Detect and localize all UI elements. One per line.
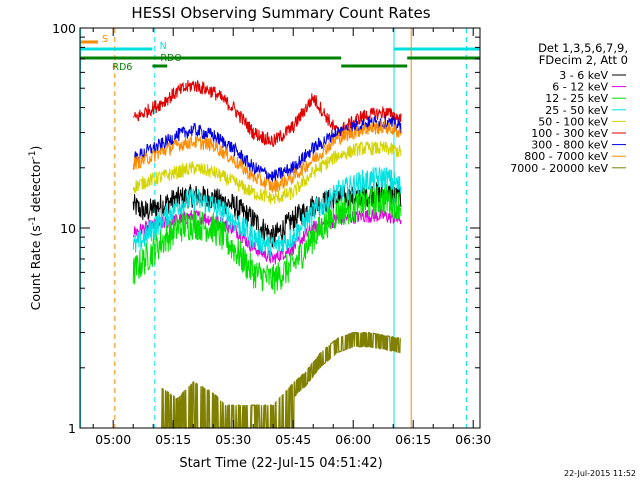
x-tick-label-3: 05:45 — [275, 432, 311, 447]
legend-label-6: 300 - 800 keV — [531, 139, 608, 152]
legend-label-4: 50 - 100 keV — [538, 115, 608, 128]
ylabel-sup-1: -1 — [28, 216, 38, 225]
legend-label-5: 100 - 300 keV — [531, 127, 608, 140]
series-line-5 — [133, 79, 402, 147]
legend-header-line-1: Det 1,3,5,6,7,9, — [538, 41, 628, 55]
x-tick-label-1: 05:15 — [155, 432, 191, 447]
x-tick-label-6: 06:30 — [455, 432, 491, 447]
legend-header-line-2: FDecim 2, Att 0 — [539, 53, 628, 67]
rdo-flag-label: RDO — [160, 53, 181, 64]
legend-label-1: 6 - 12 keV — [552, 81, 608, 94]
series-line-7 — [132, 119, 402, 194]
series-line-2 — [132, 184, 402, 295]
x-axis-label: Start Time (22-Jul-15 04:51:42) — [179, 456, 382, 471]
night-flag-label: N — [160, 41, 167, 52]
series-line-3 — [132, 166, 402, 258]
ylabel-sup-2: -1 — [28, 151, 38, 160]
x-tick-label-5: 06:15 — [395, 432, 431, 447]
series-line-8 — [161, 331, 401, 429]
y-tick-label-0: 1 — [68, 421, 76, 436]
legend-label-7: 800 - 7000 keV — [524, 150, 608, 163]
saa-flag-label: S — [102, 34, 108, 45]
series-layer — [132, 79, 402, 429]
legend-label-2: 12 - 25 keV — [545, 92, 608, 105]
x-tick-label-4: 06:00 — [335, 432, 371, 447]
legend-label-8: 7000 - 20000 keV — [510, 162, 608, 175]
y-axis-label: Count Rate (s-1 detector-1) — [28, 146, 43, 311]
rd6-flag-label: RD6 — [112, 62, 132, 73]
axes: 05:00 05:15 05:30 05:45 06:00 06:15 06:30 1 10 10… — [52, 21, 491, 447]
observing-flags: S N RD6 RDO — [79, 28, 480, 428]
legend-label-0: 3 - 6 keV — [559, 69, 608, 82]
legend: Det 1,3,5,6,7,9, FDecim 2, Att 0 3 - 6 k… — [510, 41, 628, 175]
legend-label-3: 25 - 50 keV — [545, 104, 608, 117]
footer-timestamp: 22-Jul-2015 11:52 — [564, 469, 636, 478]
chart-title: HESSI Observing Summary Count Rates — [131, 4, 430, 22]
ylabel-main: Count Rate (s — [28, 225, 43, 310]
y-tick-label-2: 100 — [52, 21, 76, 36]
ylabel-end: ) — [28, 146, 43, 151]
svg-text:Count Rate (s-1 detector-1): Count Rate (s-1 detector-1) — [28, 146, 43, 311]
x-tick-label-0: 05:00 — [95, 432, 131, 447]
series-line-4 — [132, 140, 402, 205]
y-tick-label-1: 10 — [60, 221, 76, 236]
x-tick-label-2: 05:30 — [215, 432, 251, 447]
ylabel-mid: detector — [28, 159, 43, 217]
